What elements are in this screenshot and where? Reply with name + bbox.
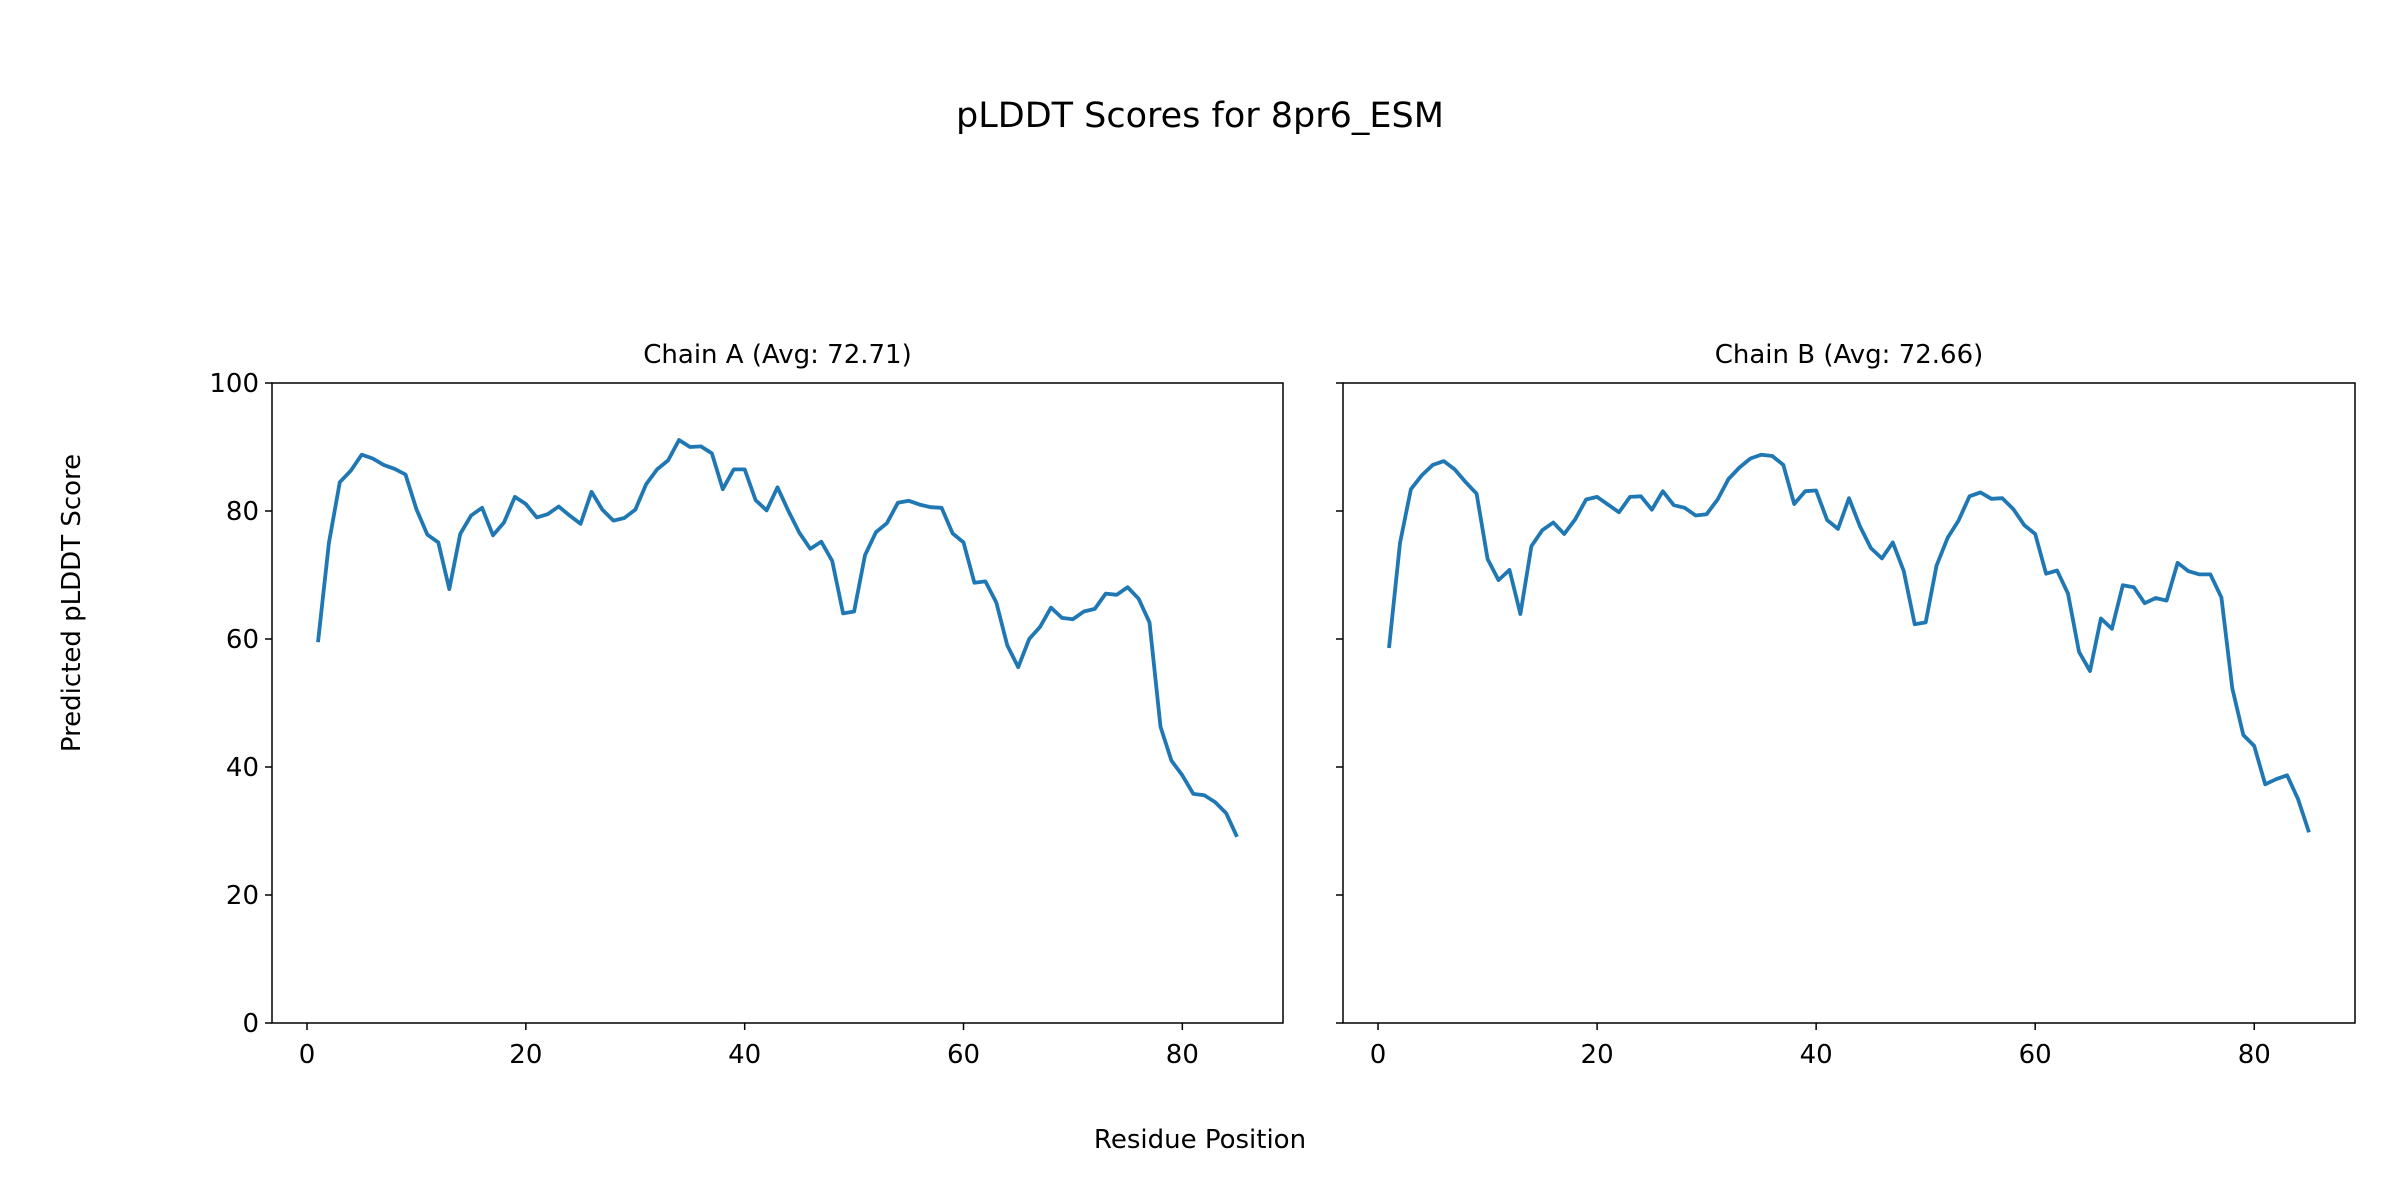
y-tick-label: 20	[226, 881, 259, 911]
x-tick-label: 20	[509, 1040, 542, 1070]
y-tick-label: 60	[226, 625, 259, 655]
series-line	[1387, 452, 2311, 833]
x-tick-label: 60	[947, 1040, 980, 1070]
x-axis-label: Residue Position	[1094, 1125, 1306, 1155]
panel-title: Chain B (Avg: 72.66)	[1715, 340, 1984, 370]
x-tick-label: 20	[1581, 1040, 1614, 1070]
x-tick-label: 0	[1370, 1040, 1387, 1070]
y-axis-label: Predicted pLDDT Score	[57, 454, 87, 752]
y-tick-label: 40	[226, 753, 259, 783]
axes-frame	[1342, 382, 2356, 1024]
axes-frame	[271, 382, 1284, 1024]
y-tick-label: 0	[242, 1009, 259, 1039]
panel-a: Chain A (Avg: 72.71) 0 20 40 60 80 0 20 40 60 80 10…	[209, 340, 1284, 1070]
x-tick-label: 40	[1800, 1040, 1833, 1070]
panel-b: Chain B (Avg: 72.66) 0 20 40 60 80	[1336, 340, 2356, 1070]
x-tick-label: 60	[2019, 1040, 2052, 1070]
x-tick-label: 80	[1166, 1040, 1199, 1070]
panel-title: Chain A (Avg: 72.71)	[643, 340, 911, 370]
x-tick-label: 40	[728, 1040, 761, 1070]
x-tick-label: 80	[2238, 1040, 2271, 1070]
series-line	[316, 438, 1239, 838]
figure-title: pLDDT Scores for 8pr6_ESM	[956, 96, 1444, 136]
y-tick-label: 100	[209, 369, 259, 399]
y-tick-label: 80	[226, 497, 259, 527]
x-tick-label: 0	[299, 1040, 316, 1070]
